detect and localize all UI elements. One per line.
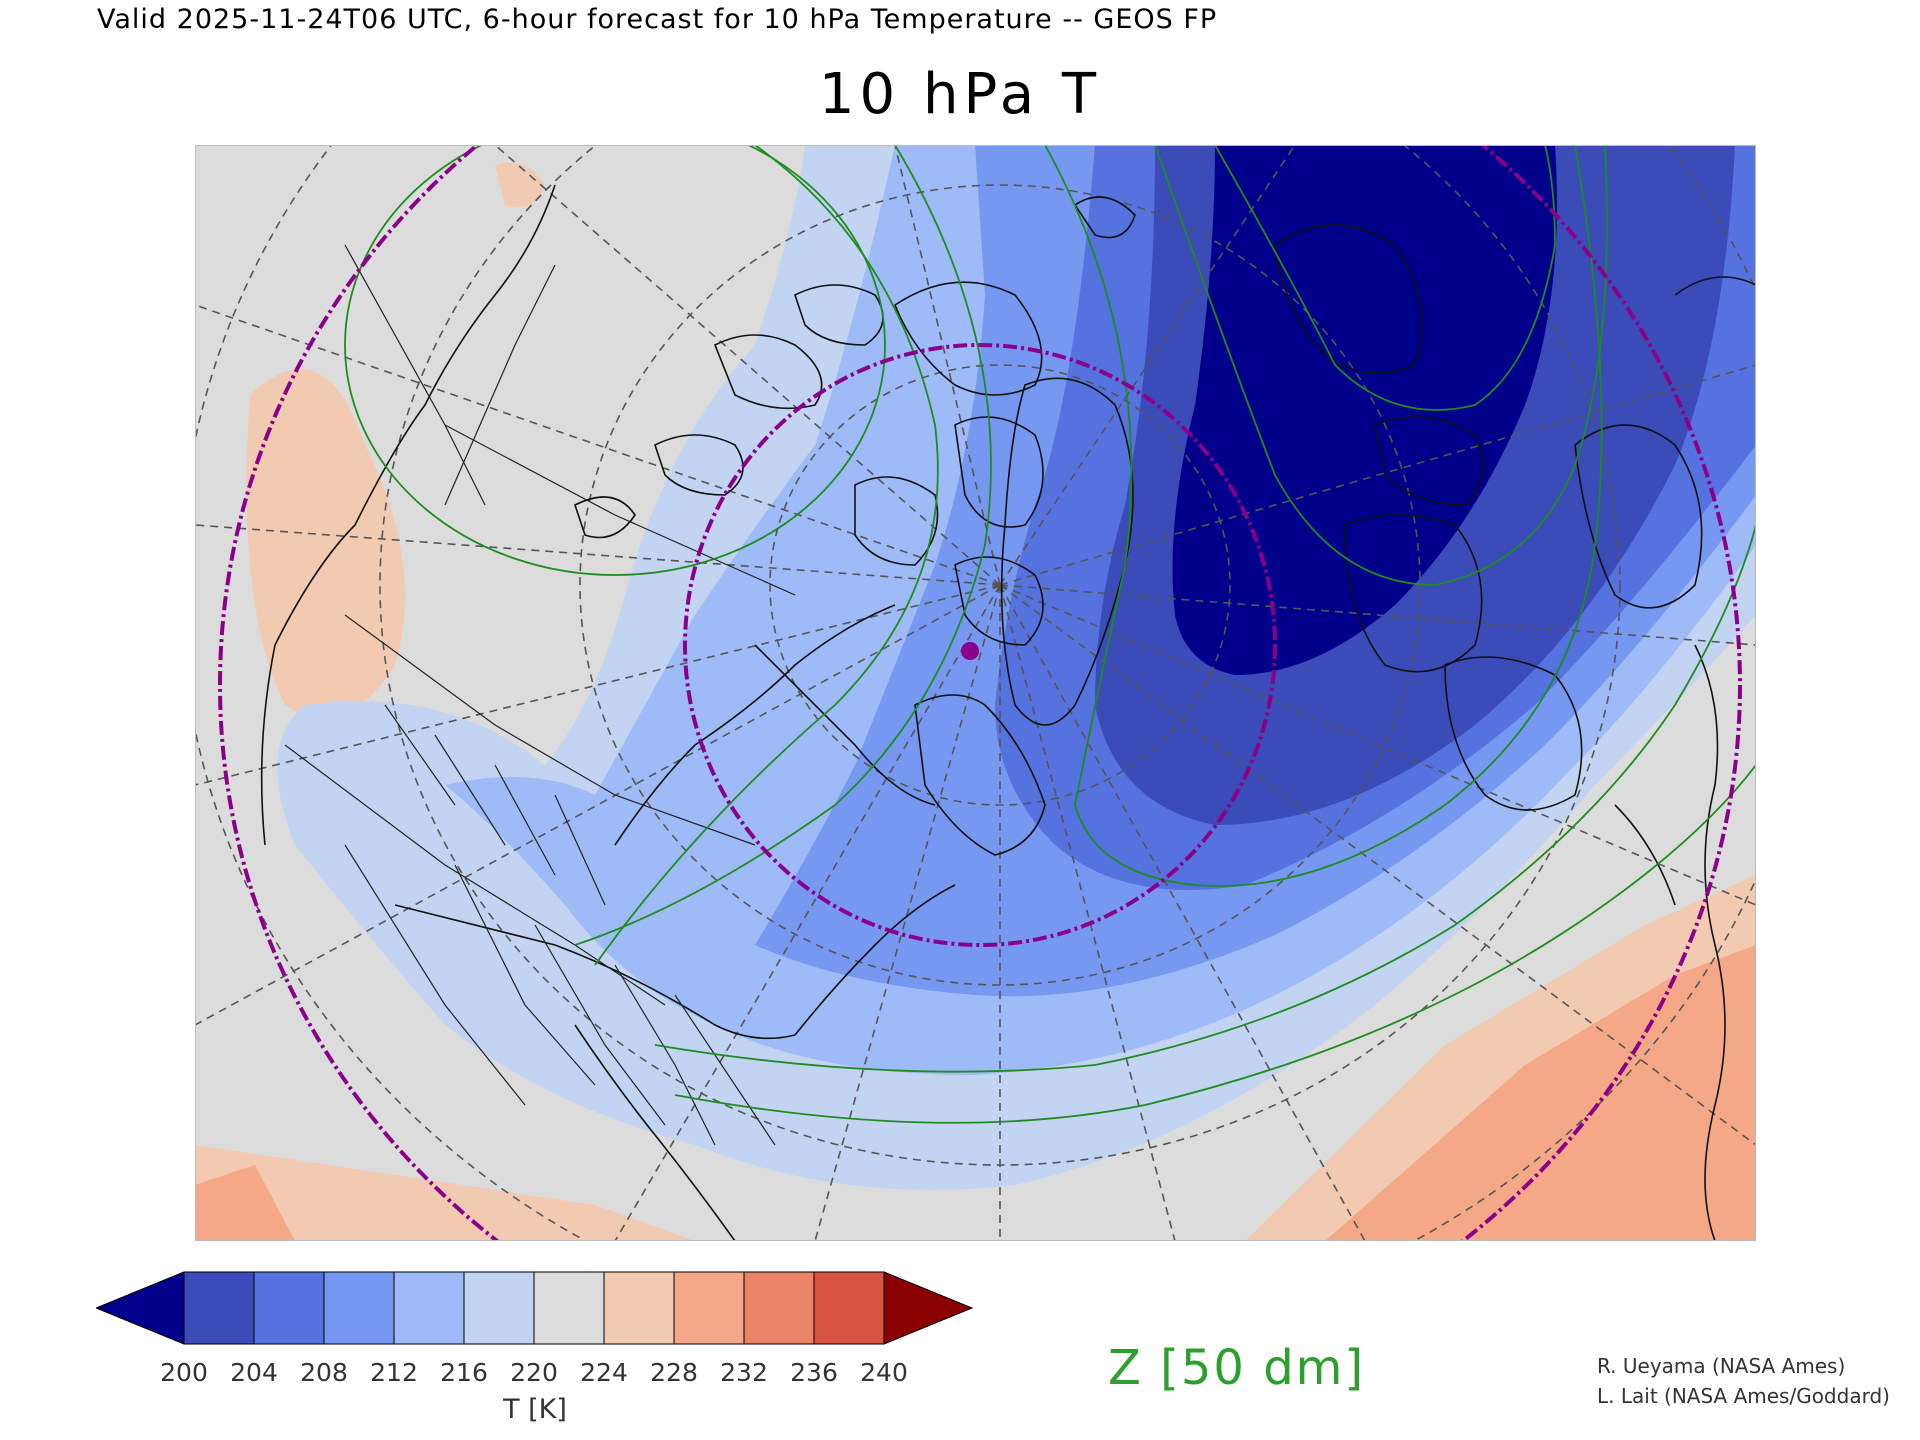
shade-warm-southeast-2 [1325, 945, 1756, 1241]
latlon-grid [195, 145, 1756, 1241]
colorbar-cell [813, 1271, 885, 1345]
colorbar-tick-label: 204 [230, 1358, 278, 1387]
center-marker [961, 642, 979, 660]
colorbar-cell [183, 1271, 255, 1345]
colorbar-over-triangle [883, 1271, 974, 1345]
colorbar-cell [743, 1271, 815, 1345]
colorbar-tick-label: 216 [440, 1358, 488, 1387]
colorbar-tick-label: 224 [580, 1358, 628, 1387]
colorbar-cell [533, 1271, 605, 1345]
colorbar-cell [393, 1271, 465, 1345]
colorbar-tick-label: 212 [370, 1358, 418, 1387]
shade-warm-northwest [495, 162, 545, 208]
colorbar-tick-label: 240 [860, 1358, 908, 1387]
shade-warm-southwest-corner [195, 1165, 295, 1241]
colorbar-cell [253, 1271, 325, 1345]
colorbar-tick-label: 236 [790, 1358, 838, 1387]
shade-warm-west [246, 369, 405, 719]
credit-line-2: L. Lait (NASA Ames/Goddard) [1597, 1384, 1890, 1408]
colorbar-cell [323, 1271, 395, 1345]
temperature-map [195, 145, 1756, 1241]
shade-warm-southwest [195, 1145, 695, 1241]
colorbar-tick-label: 220 [510, 1358, 558, 1387]
colorbar-tick-label: 232 [720, 1358, 768, 1387]
colorbar-label: T [K] [503, 1394, 567, 1425]
credit-line-1: R. Ueyama (NASA Ames) [1597, 1354, 1846, 1378]
colorbar-cell [603, 1271, 675, 1345]
colorbar-tick-label: 208 [300, 1358, 348, 1387]
purple-circles [218, 145, 1742, 1241]
political-borders [284, 244, 796, 1146]
contour-label: Z [50 dm] [1108, 1340, 1366, 1396]
colorbar-cell [463, 1271, 535, 1345]
height-contours [344, 145, 1756, 1124]
map-title: 10 hPa T [818, 62, 1102, 127]
colorbar-tick-label: 228 [650, 1358, 698, 1387]
colorbar [94, 1268, 976, 1354]
shade-below-200 [1172, 145, 1557, 675]
colorbar-cell [673, 1271, 745, 1345]
forecast-header: Valid 2025-11-24T06 UTC, 6-hour forecast… [97, 4, 1218, 35]
colorbar-tick-label: 200 [160, 1358, 208, 1387]
colorbar-under-triangle [94, 1271, 185, 1345]
